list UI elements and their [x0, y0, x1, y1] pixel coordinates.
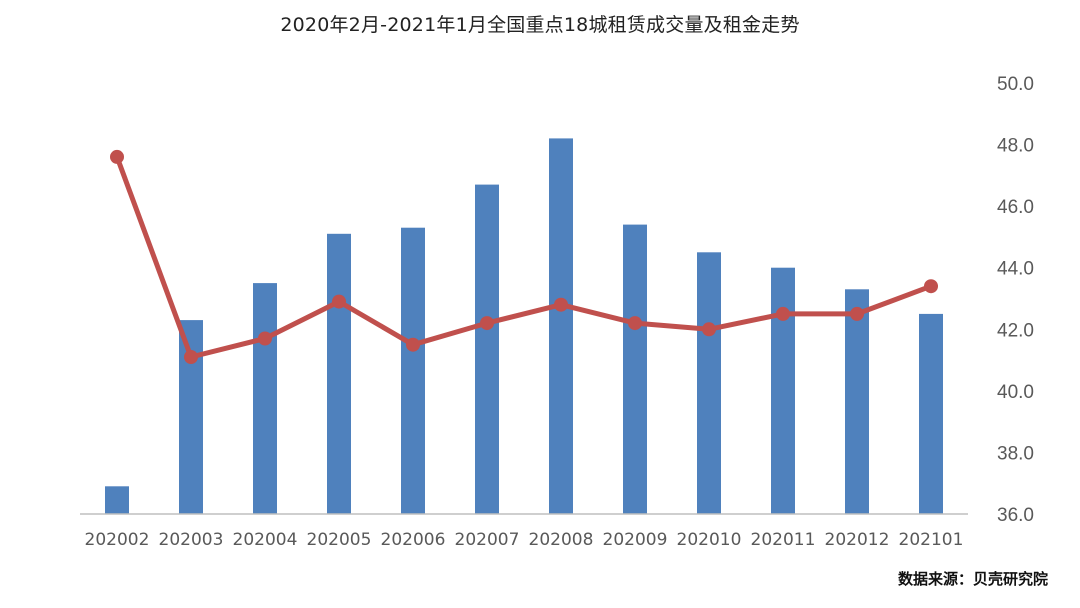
- x-tick-label: 202007: [455, 530, 520, 550]
- x-tick-label: 202009: [603, 530, 668, 550]
- y-tick-label: 50.0: [997, 74, 1034, 95]
- y-tick-label: 44.0: [997, 259, 1034, 280]
- rent-trend-line: [114, 154, 934, 360]
- y-tick-label: 46.0: [997, 197, 1034, 218]
- line-point-202012: [850, 306, 864, 321]
- line-series: [110, 149, 938, 364]
- x-tick-label: 202002: [85, 530, 150, 550]
- x-tick-label: 202010: [677, 530, 742, 550]
- bar-202101: [919, 313, 943, 514]
- bar-202007: [475, 184, 499, 514]
- bar-202009: [623, 224, 647, 514]
- x-tick-label: 202012: [825, 530, 890, 550]
- y-tick-label: 40.0: [997, 382, 1034, 403]
- bar-202008: [549, 138, 573, 514]
- x-tick-label: 202004: [233, 530, 298, 550]
- line-point-202101: [924, 279, 938, 294]
- x-tick-label: 202005: [307, 530, 372, 550]
- bar-202002: [105, 486, 129, 514]
- line-point-202011: [776, 306, 790, 321]
- x-tick-label: 202006: [381, 530, 446, 550]
- x-tick-label: 202003: [159, 530, 224, 550]
- chart-title: 2020年2月-2021年1月全国重点18城租赁成交量及租金走势: [280, 14, 800, 36]
- bar-202010: [697, 252, 721, 515]
- line-point-202009: [628, 316, 642, 331]
- x-tick-label: 202101: [899, 530, 964, 550]
- line-point-202005: [332, 294, 346, 309]
- x-tick-label: 202008: [529, 530, 594, 550]
- bar-202004: [253, 283, 277, 514]
- y-tick-label: 48.0: [997, 136, 1034, 157]
- line-point-202003: [184, 350, 198, 364]
- bar-202011: [771, 267, 795, 514]
- line-point-202007: [480, 316, 494, 331]
- bar-series: [105, 138, 943, 515]
- source-note: 数据来源：贝壳研究院: [897, 570, 1048, 588]
- y-axis-tick-labels: 36.0 38.0 40.0 42.0 44.0 46.0 48.0 50.0: [997, 74, 1034, 526]
- y-tick-label: 42.0: [997, 320, 1034, 341]
- bar-202003: [179, 320, 203, 514]
- x-tick-label: 202011: [751, 530, 816, 550]
- line-point-202004: [258, 331, 272, 346]
- line-point-202002: [110, 149, 124, 164]
- x-axis-tick-labels: 202002 202003 202004 202005 202006 202007 2020…: [85, 530, 964, 550]
- bar-202012: [845, 289, 869, 514]
- line-point-202008: [554, 297, 568, 312]
- bar-202006: [401, 227, 425, 514]
- line-point-202006: [406, 337, 420, 352]
- y-tick-label: 36.0: [997, 505, 1034, 526]
- line-point-202010: [702, 322, 716, 337]
- y-tick-label: 38.0: [997, 443, 1034, 464]
- bar-202005: [327, 233, 351, 515]
